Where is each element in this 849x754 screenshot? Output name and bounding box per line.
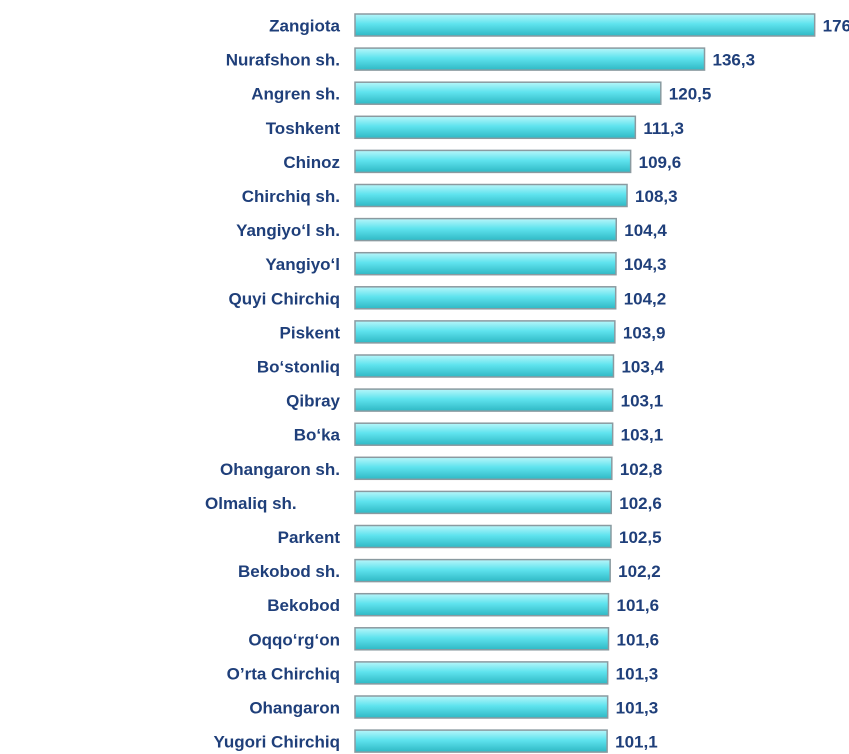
category-label: Quyi Chirchiq <box>229 289 340 308</box>
value-label: 102,5 <box>619 528 662 547</box>
bar <box>354 81 662 105</box>
category-label: Parkent <box>278 528 341 547</box>
bar <box>354 47 706 71</box>
category-label: Bekobod <box>267 596 340 615</box>
bar <box>354 388 614 412</box>
category-label: Yangiyo‘l <box>265 255 340 274</box>
value-label: 103,1 <box>621 426 664 445</box>
category-label: Piskent <box>280 323 341 342</box>
category-label: Olmaliq sh. <box>205 494 297 513</box>
category-label: Chinoz <box>283 153 340 172</box>
value-label: 101,1 <box>615 733 658 752</box>
bar <box>354 286 617 310</box>
value-label: 108,3 <box>635 187 678 206</box>
bar <box>354 524 612 549</box>
value-label: 102,2 <box>618 562 661 581</box>
bar <box>354 627 610 651</box>
bar <box>354 251 617 276</box>
value-label: 103,9 <box>623 323 666 342</box>
bar <box>354 592 610 617</box>
value-label: 136,3 <box>713 51 756 70</box>
bar <box>354 354 615 378</box>
bar <box>354 13 816 37</box>
value-label: 101,3 <box>616 698 659 717</box>
category-label: O’rta Chirchiq <box>227 664 340 683</box>
bar <box>354 456 613 481</box>
value-label: 103,1 <box>621 392 664 411</box>
value-label: 101,6 <box>616 630 659 649</box>
bar <box>354 183 628 208</box>
category-label: Yugori Chirchiq <box>213 733 340 752</box>
bar <box>354 729 608 753</box>
category-label: Oqqo‘rg‘on <box>248 630 340 649</box>
value-label: 104,3 <box>624 255 667 274</box>
category-label: Chirchiq sh. <box>242 187 340 206</box>
category-label: Bo‘stonliq <box>257 357 340 376</box>
bar <box>354 558 611 583</box>
bar <box>354 320 616 344</box>
value-label: 104,4 <box>624 221 667 240</box>
value-label: 109,6 <box>639 153 682 172</box>
value-label: 102,8 <box>620 460 663 479</box>
category-label: Qibray <box>286 392 340 411</box>
value-label: 102,6 <box>619 494 662 513</box>
category-label: Ohangaron <box>249 698 340 717</box>
value-label: 103,4 <box>621 357 664 376</box>
category-label: Ohangaron sh. <box>220 460 340 479</box>
value-label: 101,3 <box>616 664 659 683</box>
category-label: Yangiyo‘l sh. <box>236 221 340 240</box>
category-label: Bekobod sh. <box>238 562 340 581</box>
category-label: Zangiota <box>269 16 340 35</box>
bar <box>354 695 609 719</box>
bar <box>354 422 614 446</box>
bar <box>354 490 613 515</box>
category-label: Angren sh. <box>251 85 340 104</box>
value-label: 104,2 <box>624 289 667 308</box>
value-label: 176,1 <box>823 16 849 35</box>
bar <box>354 217 617 242</box>
value-label: 120,5 <box>669 85 712 104</box>
category-label: Toshkent <box>266 119 341 138</box>
category-label: Bo‘ka <box>294 426 341 445</box>
bar <box>354 661 609 685</box>
category-label: Nurafshon sh. <box>226 51 340 70</box>
value-label: 111,3 <box>643 119 684 138</box>
value-label: 101,6 <box>616 596 659 615</box>
bar <box>354 149 632 174</box>
bar <box>354 115 637 140</box>
